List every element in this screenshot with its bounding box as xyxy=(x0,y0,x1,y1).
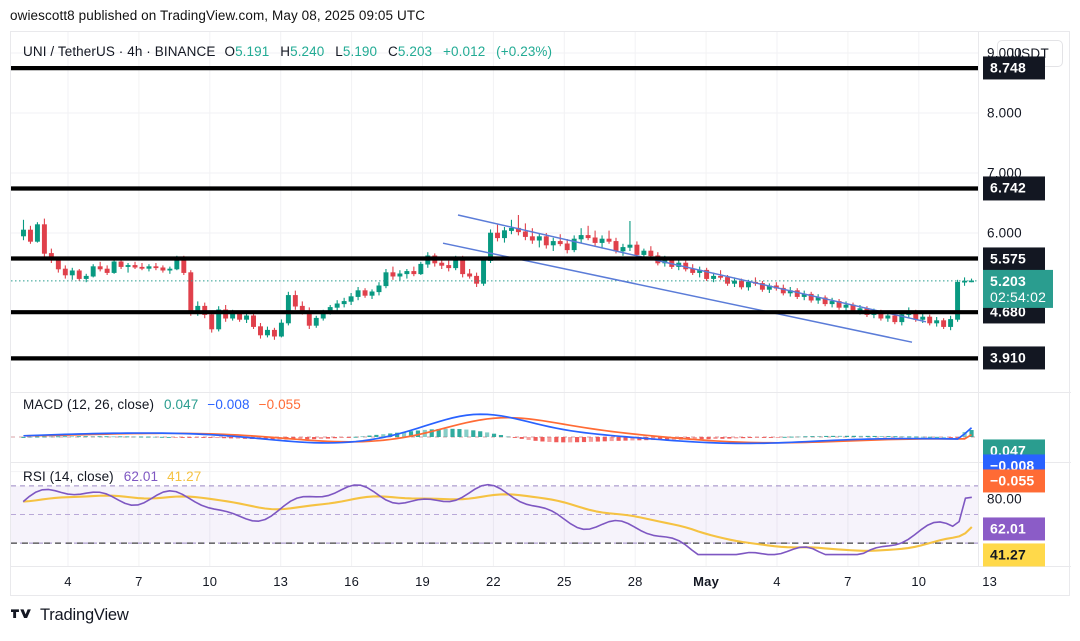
time-axis-label: 4 xyxy=(773,574,781,589)
low-value: 5.190 xyxy=(342,44,378,59)
price-tick: 7.000 xyxy=(987,165,1022,181)
macd-series xyxy=(11,393,978,462)
tradingview-footer: TradingView xyxy=(11,606,129,625)
price-pane[interactable]: UNI / TetherUS · 4h · BINANCE O5.191 H5.… xyxy=(11,32,978,392)
time-axis-label: 19 xyxy=(415,574,430,589)
time-axis[interactable]: 4 7 10 13 16 19 22 25 28 May 4 7 10 13 xyxy=(11,567,1071,596)
price-level-badge[interactable]: 3.910 xyxy=(983,346,1045,370)
rsi-title[interactable]: RSI (14, close) xyxy=(23,469,114,484)
symbol-label[interactable]: UNI / TetherUS · 4h · BINANCE xyxy=(23,44,216,59)
close-key: C xyxy=(388,44,398,59)
open-key: O xyxy=(224,44,236,59)
time-axis-label: 16 xyxy=(344,574,360,589)
rsi-series xyxy=(11,463,978,566)
bar-countdown: 02:54:02 xyxy=(990,288,1047,305)
chart-container[interactable]: UNI / TetherUS · 4h · BINANCE O5.191 H5.… xyxy=(10,31,1071,596)
time-axis-label: 7 xyxy=(135,574,143,589)
high-value: 5.240 xyxy=(290,44,325,59)
price-level-badge[interactable]: 5.575 xyxy=(983,246,1045,271)
rsi-value: 62.01 xyxy=(123,469,159,484)
price-level-badge[interactable]: 8.748 xyxy=(983,56,1045,80)
publish-header: owiescott8 published on TradingView.com,… xyxy=(0,0,1080,30)
close-value: 5.203 xyxy=(397,44,433,59)
change-percent: (+0.23%) xyxy=(496,44,553,59)
time-axis-label: 13 xyxy=(273,574,289,589)
time-axis-label: May xyxy=(693,574,720,589)
time-axis-label: 25 xyxy=(556,574,572,589)
high-key: H xyxy=(280,44,291,59)
rsi-badge[interactable]: 62.01 xyxy=(983,517,1045,541)
price-scale-divider xyxy=(978,32,979,566)
macd-pane[interactable]: MACD (12, 26, close) 0.047 −0.008 −0.055 xyxy=(11,393,978,462)
tradingview-brand: TradingView xyxy=(40,606,129,624)
current-price-value: 5.203 xyxy=(990,272,1027,289)
time-axis-label: 7 xyxy=(844,574,852,589)
pane-divider-macd[interactable] xyxy=(11,392,1071,393)
time-axis-label: 28 xyxy=(627,574,643,589)
time-axis-label: 10 xyxy=(911,574,927,589)
rsi-badge[interactable]: 41.27 xyxy=(983,543,1045,567)
time-axis-divider xyxy=(11,566,1071,567)
candlestick-series xyxy=(11,32,978,392)
macd-badge[interactable]: −0.055 xyxy=(983,469,1045,493)
tradingview-logo-icon xyxy=(11,609,31,618)
macd-value-3: −0.055 xyxy=(258,397,301,412)
macd-value-1: 0.047 xyxy=(164,397,199,412)
rsi-axis-tick: 80.00 xyxy=(987,491,1022,507)
price-tick: 8.000 xyxy=(987,105,1022,121)
rsi-legend: RSI (14, close) 62.01 41.27 xyxy=(23,469,201,484)
time-axis-label: 22 xyxy=(485,574,501,589)
current-price-badge[interactable]: 5.203 02:54:02 xyxy=(983,269,1054,308)
macd-title[interactable]: MACD (12, 26, close) xyxy=(23,397,155,412)
price-tick: 6.000 xyxy=(987,225,1022,241)
price-level-badge[interactable]: 6.742 xyxy=(983,176,1045,201)
open-value: 5.191 xyxy=(235,44,270,59)
low-key: L xyxy=(335,44,343,59)
macd-value-2: −0.008 xyxy=(207,397,250,412)
macd-legend: MACD (12, 26, close) 0.047 −0.008 −0.055 xyxy=(23,397,301,412)
price-legend: UNI / TetherUS · 4h · BINANCE O5.191 H5.… xyxy=(23,44,552,59)
time-axis-label: 4 xyxy=(64,574,72,589)
pane-divider-rsi[interactable] xyxy=(11,462,1071,463)
rsi-pane[interactable]: RSI (14, close) 62.01 41.27 xyxy=(11,463,978,566)
price-scale[interactable]: USDT 9.000 8.000 7.000 6.000 8.748 6.742 5.575… xyxy=(979,32,1070,567)
publish-text: owiescott8 published on TradingView.com,… xyxy=(10,7,426,23)
time-axis-label: 10 xyxy=(202,574,218,589)
time-axis-label: 13 xyxy=(982,574,998,589)
change-value: +0.012 xyxy=(443,44,486,59)
rsi-ma-value: 41.27 xyxy=(167,469,202,484)
